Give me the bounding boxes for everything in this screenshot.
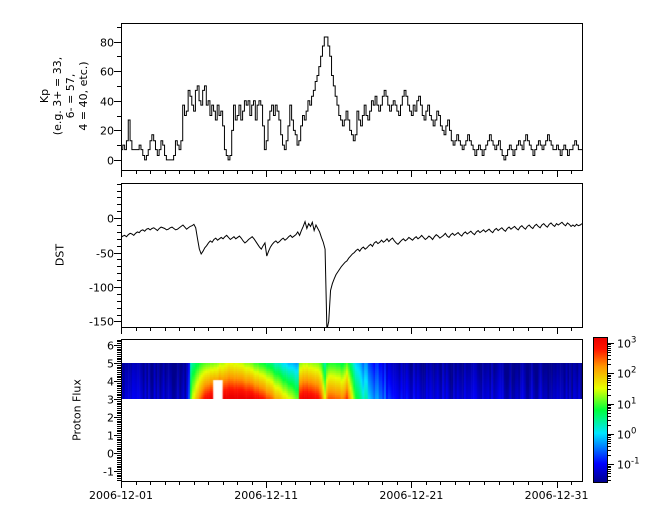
- svg-text:5: 5: [107, 358, 114, 371]
- svg-text:60: 60: [100, 66, 114, 79]
- dst-axis-label: DST: [53, 243, 67, 267]
- svg-text:0: 0: [107, 448, 114, 461]
- colorbar-gradient: [593, 337, 608, 483]
- svg-text:4: 4: [107, 376, 114, 389]
- proton-flux-spectrogram: [121, 363, 582, 399]
- colorbar: 103 102 101 100 10-1: [593, 336, 639, 483]
- svg-text:-1: -1: [103, 466, 114, 479]
- proton-flux-axis-label: Proton Flux: [70, 379, 84, 441]
- dst-tick-labels: 0 -50 -100 -150: [89, 213, 114, 329]
- svg-text:40: 40: [100, 96, 114, 109]
- svg-text:6: 6: [107, 340, 114, 353]
- svg-text:1: 1: [107, 430, 114, 443]
- svg-text:10-1: 10-1: [617, 457, 639, 472]
- svg-text:80: 80: [100, 37, 114, 50]
- svg-text:100: 100: [617, 427, 636, 442]
- kp-axis-label: Kp (e.g. 3+ = 33, 6- = 57, 4 = 40, etc.): [38, 56, 90, 136]
- svg-text:0: 0: [107, 155, 114, 168]
- svg-text:0: 0: [107, 213, 114, 226]
- proton-tick-labels: 6 5 4 3 2 1 0 -1: [103, 340, 114, 479]
- svg-text:102: 102: [617, 366, 636, 381]
- svg-text:-100: -100: [89, 282, 114, 295]
- kp-series-line: [121, 36, 582, 161]
- x-axis-date-labels: 2006-12-01 2006-12-11 2006-12-21 2006-12-31: [89, 489, 589, 502]
- kp-axes: [114, 23, 583, 177]
- svg-text:103: 103: [617, 336, 636, 351]
- colorbar-tick-labels: 103 102 101 100 10-1: [617, 336, 639, 472]
- svg-text:2006-12-21: 2006-12-21: [379, 489, 443, 502]
- svg-text:-150: -150: [89, 316, 114, 329]
- dst-series-line: [121, 219, 582, 327]
- svg-text:101: 101: [617, 397, 636, 412]
- proton-axes: [114, 339, 583, 488]
- svg-text:2006-12-11: 2006-12-11: [234, 489, 298, 502]
- svg-text:2006-12-31: 2006-12-31: [525, 489, 589, 502]
- dst-axes: [114, 183, 583, 334]
- svg-text:2006-12-01: 2006-12-01: [89, 489, 153, 502]
- kp-tick-labels: 0 20 40 60 80: [100, 37, 114, 168]
- svg-text:3: 3: [107, 394, 114, 407]
- svg-text:2: 2: [107, 412, 114, 425]
- svg-text:20: 20: [100, 125, 114, 138]
- svg-text:-50: -50: [96, 248, 114, 261]
